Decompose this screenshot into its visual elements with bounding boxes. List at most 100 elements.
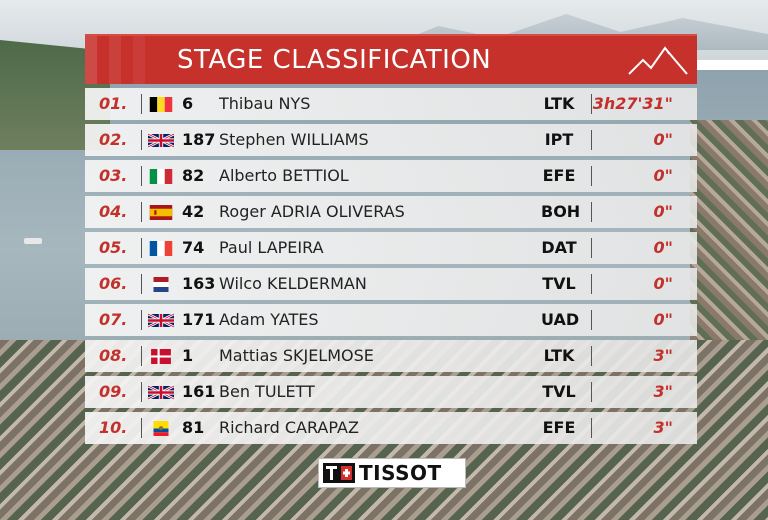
- divider: [591, 418, 592, 438]
- classification-row: 01. 6 Thibau NYS LTK 3h27'31": [85, 88, 697, 120]
- rider-name: Wilco KELDERMAN: [219, 274, 367, 293]
- divider: [141, 166, 142, 186]
- tissot-cross-icon: [323, 463, 355, 483]
- classification-rows: 01. 6 Thibau NYS LTK 3h27'31" 02. 187 Stephen W…: [85, 88, 697, 444]
- header-pattern: [85, 36, 163, 84]
- classification-row: 04. 42 Roger ADRIA OLIVERAS BOH 0": [85, 196, 697, 228]
- team-code: TVL: [542, 274, 576, 293]
- rank: 01.: [99, 94, 128, 113]
- divider: [141, 130, 142, 150]
- rank: 08.: [99, 346, 128, 365]
- flag-icon: [148, 277, 174, 292]
- classification-row: 07. 171 Adam YATES UAD 0": [85, 304, 697, 336]
- rider-name: Paul LAPEIRA: [219, 238, 324, 257]
- flag-icon: [148, 385, 174, 400]
- bib-number: 74: [182, 238, 205, 257]
- bib-number: 161: [182, 382, 216, 401]
- flag-icon: [148, 421, 174, 436]
- time-gap: 3": [653, 418, 673, 437]
- bib-number: 42: [182, 202, 205, 221]
- divider: [141, 346, 142, 366]
- bib-number: 163: [182, 274, 216, 293]
- time-gap: 0": [653, 310, 673, 329]
- time-gap: 0": [653, 130, 673, 149]
- divider: [141, 274, 142, 294]
- divider: [141, 418, 142, 438]
- time-gap: 0": [653, 274, 673, 293]
- time-gap: 3": [653, 382, 673, 401]
- rank: 09.: [99, 382, 128, 401]
- divider: [591, 346, 592, 366]
- flag-icon: [148, 313, 174, 328]
- classification-row: 10. 81 Richard CARAPAZ EFE 3": [85, 412, 697, 444]
- time-gap: 3h27'31": [592, 94, 673, 113]
- rank: 10.: [99, 418, 128, 437]
- rank: 04.: [99, 202, 128, 221]
- panel-header: STAGE CLASSIFICATION: [85, 34, 697, 84]
- flag-icon: [148, 241, 174, 256]
- rider-name: Richard CARAPAZ: [219, 418, 359, 437]
- rider-name: Stephen WILLIAMS: [219, 130, 369, 149]
- boat: [24, 238, 42, 244]
- team-code: DAT: [541, 238, 577, 257]
- rider-name: Alberto BETTIOL: [219, 166, 349, 185]
- classification-row: 06. 163 Wilco KELDERMAN TVL 0": [85, 268, 697, 300]
- rider-name: Thibau NYS: [219, 94, 311, 113]
- divider: [591, 310, 592, 330]
- divider: [141, 202, 142, 222]
- bib-number: 82: [182, 166, 205, 185]
- rank: 05.: [99, 238, 128, 257]
- mountain-icon: [628, 46, 688, 75]
- classification-row: 05. 74 Paul LAPEIRA DAT 0": [85, 232, 697, 264]
- team-code: TVL: [542, 382, 576, 401]
- rider-name: Adam YATES: [219, 310, 319, 329]
- bib-number: 1: [182, 346, 194, 365]
- flag-icon: [148, 133, 174, 148]
- time-gap: 0": [653, 202, 673, 221]
- rank: 03.: [99, 166, 128, 185]
- time-gap: 3": [653, 346, 673, 365]
- flag-icon: [148, 169, 174, 184]
- divider: [591, 94, 592, 114]
- classification-row: 02. 187 Stephen WILLIAMS IPT 0": [85, 124, 697, 156]
- bib-number: 187: [182, 130, 216, 149]
- bib-number: 81: [182, 418, 205, 437]
- team-code: UAD: [541, 310, 580, 329]
- sponsor-name: TISSOT: [359, 461, 442, 485]
- team-code: BOH: [541, 202, 581, 221]
- team-code: LTK: [543, 346, 575, 365]
- team-code: IPT: [544, 130, 574, 149]
- divider: [591, 382, 592, 402]
- team-code: EFE: [542, 166, 576, 185]
- rider-name: Roger ADRIA OLIVERAS: [219, 202, 405, 221]
- rider-name: Ben TULETT: [219, 382, 315, 401]
- tissot-logo: TISSOT: [318, 458, 466, 488]
- flag-icon: [148, 349, 174, 364]
- flag-icon: [148, 205, 174, 220]
- divider: [141, 238, 142, 258]
- divider: [591, 130, 592, 150]
- team-code: EFE: [542, 418, 576, 437]
- panel-title: STAGE CLASSIFICATION: [177, 45, 492, 75]
- bib-number: 171: [182, 310, 216, 329]
- divider: [141, 310, 142, 330]
- rank: 07.: [99, 310, 128, 329]
- divider: [141, 382, 142, 402]
- team-code: LTK: [543, 94, 575, 113]
- classification-row: 09. 161 Ben TULETT TVL 3": [85, 376, 697, 408]
- bib-number: 6: [182, 94, 194, 113]
- time-gap: 0": [653, 238, 673, 257]
- rank: 06.: [99, 274, 128, 293]
- divider: [591, 202, 592, 222]
- rider-name: Mattias SKJELMOSE: [219, 346, 374, 365]
- divider: [591, 274, 592, 294]
- classification-panel: STAGE CLASSIFICATION 01. 6 Thibau NYS LTK 3h…: [85, 34, 697, 448]
- divider: [591, 166, 592, 186]
- divider: [591, 238, 592, 258]
- classification-row: 08. 1 Mattias SKJELMOSE LTK 3": [85, 340, 697, 372]
- rank: 02.: [99, 130, 128, 149]
- flag-icon: [148, 97, 174, 112]
- divider: [141, 94, 142, 114]
- classification-row: 03. 82 Alberto BETTIOL EFE 0": [85, 160, 697, 192]
- time-gap: 0": [653, 166, 673, 185]
